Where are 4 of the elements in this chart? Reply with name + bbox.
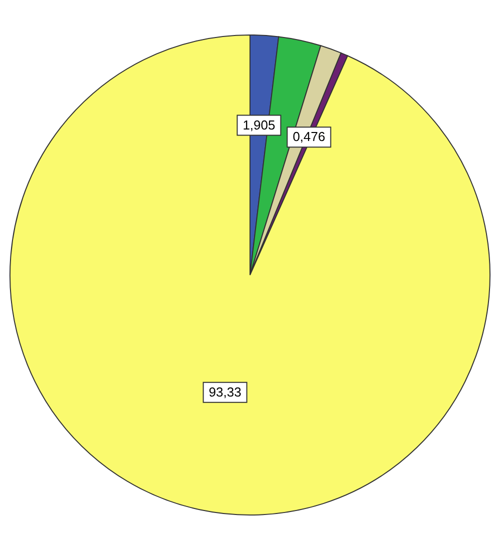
data-label: 0,476 bbox=[292, 129, 326, 144]
data-label: 1,905 bbox=[242, 117, 276, 132]
data-label: 93,33 bbox=[208, 384, 242, 400]
pie-slice bbox=[10, 34, 490, 516]
